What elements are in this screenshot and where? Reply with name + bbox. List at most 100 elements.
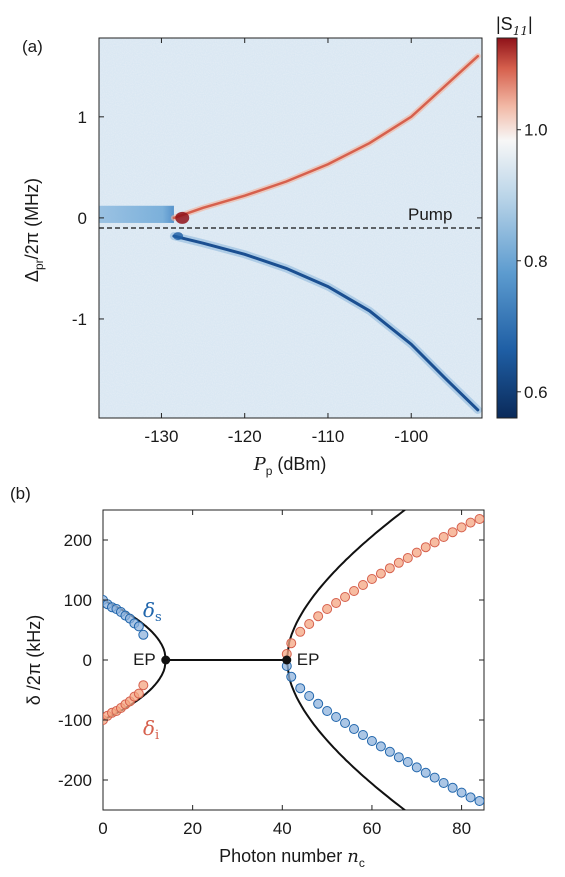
data-point-i xyxy=(313,611,324,622)
ep-markers: EP EP xyxy=(133,650,319,669)
data-point-i xyxy=(286,638,297,649)
data-point-s xyxy=(286,671,297,682)
data-point-i xyxy=(133,688,144,699)
colorbar-ticks: 1.0 0.8 0.6 xyxy=(517,121,548,402)
y-tick-label: 1 xyxy=(78,108,87,127)
ep-point xyxy=(161,655,171,665)
ep-label: EP xyxy=(133,650,156,669)
panel-a-heatmap: -130 -120 -110 -100 1 0 -1 Pp (dBm) Δpr/2π (MHz)… xyxy=(22,37,483,478)
data-point-i xyxy=(349,586,360,596)
y-tick-label: -1 xyxy=(72,310,87,329)
data-point-i xyxy=(474,514,484,524)
data-point-s xyxy=(438,778,449,788)
data-point-s xyxy=(313,698,324,709)
y-tick-label: -100 xyxy=(58,711,92,730)
ep-point xyxy=(282,655,292,665)
data-point-i xyxy=(384,563,395,574)
data-point-i xyxy=(411,547,422,558)
low-power-band xyxy=(99,205,174,223)
data-point-i xyxy=(447,527,458,538)
data-point-s xyxy=(384,746,395,757)
x-tick-label: 80 xyxy=(452,819,471,838)
lower-branch-onset xyxy=(173,232,184,241)
lower-branch xyxy=(172,234,480,412)
data-point-s xyxy=(340,718,351,728)
data-point-i xyxy=(331,598,342,608)
data-point-i xyxy=(438,532,449,542)
data-point-i xyxy=(322,604,333,614)
colorbar-label: |S11| xyxy=(496,14,533,38)
data-point-i xyxy=(420,542,431,553)
colorbar-tick-label: 0.6 xyxy=(524,383,548,402)
data-point-i xyxy=(429,537,440,548)
y-tick-label: 0 xyxy=(78,209,87,228)
panel-b-frame xyxy=(102,509,485,811)
data-point-i xyxy=(465,517,476,528)
x-tick-label: -110 xyxy=(312,427,345,446)
x-tick-label: 40 xyxy=(273,819,292,838)
data-point-s xyxy=(393,752,404,763)
y-axis-title: δ /2π (kHz) xyxy=(24,615,44,705)
theory-curve-3 xyxy=(285,659,407,810)
data-point-s xyxy=(456,787,467,798)
panel-a-label: (a) xyxy=(22,37,43,56)
panel-b-plot xyxy=(103,510,484,810)
colorbar: |S11| 1.0 0.8 0.6 xyxy=(496,14,548,419)
pump-label: Pump xyxy=(408,205,452,224)
y-tick-label: 200 xyxy=(64,531,92,550)
upper-branch-onset xyxy=(175,211,190,224)
ep-label: EP xyxy=(297,650,320,669)
y-axis-title: Δpr/2π (MHz) xyxy=(22,178,46,282)
data-point-s xyxy=(331,712,342,722)
colorbar-tick-label: 1.0 xyxy=(524,121,548,140)
data-point-s xyxy=(375,741,386,752)
data-point-i xyxy=(357,580,368,590)
colorbar-gradient xyxy=(496,37,518,419)
x-tick-label: -130 xyxy=(144,427,178,446)
data-point-s xyxy=(349,724,360,734)
x-tick-label: -120 xyxy=(228,427,262,446)
data-point-s xyxy=(138,629,149,640)
data-point-i xyxy=(295,626,306,637)
x-tick-label: 60 xyxy=(362,819,381,838)
panel-a-axes: -130 -120 -110 -100 1 0 -1 Pp (dBm) Δpr/2π (MHz) xyxy=(22,38,482,478)
data-point-s xyxy=(304,691,315,701)
y-tick-label: 0 xyxy=(83,651,92,670)
data-point-i xyxy=(340,592,351,602)
upper-branch xyxy=(172,54,480,220)
data-point-s xyxy=(465,792,476,803)
series-label-i: δi xyxy=(143,716,159,743)
data-point-s xyxy=(474,796,484,806)
data-point-s xyxy=(447,782,458,793)
x-tick-label: 0 xyxy=(98,819,107,838)
heatmap-features xyxy=(99,53,482,414)
data-point-i xyxy=(393,557,404,568)
panel-b-axes: 0 20 40 60 80 200 100 0 -100 -200 Photon number nc… xyxy=(24,510,484,870)
data-point-i xyxy=(304,619,315,629)
data-point-s xyxy=(357,730,368,740)
data-point-s xyxy=(411,762,422,773)
y-tick-label: -200 xyxy=(58,771,92,790)
data-point-s xyxy=(402,757,413,767)
panel-a-frame xyxy=(98,37,483,419)
data-point-s xyxy=(429,772,440,783)
data-point-s xyxy=(322,706,333,716)
y-tick-label: 100 xyxy=(64,591,92,610)
data-point-i xyxy=(375,568,386,579)
x-tick-label: -100 xyxy=(394,427,428,446)
panel-b-scatter: EP EP 0 20 40 60 80 200 100 0 -100 -200 Photon numb… xyxy=(24,509,485,870)
colorbar-tick-label: 0.8 xyxy=(524,252,548,271)
series-label-s: δs xyxy=(143,598,162,625)
data-point-i xyxy=(366,574,377,584)
x-axis-title: Pp (dBm) xyxy=(253,454,327,478)
data-point-s xyxy=(420,767,431,778)
data-point-s xyxy=(295,683,306,694)
data-point-s xyxy=(366,736,377,746)
panel-b-label: (b) xyxy=(10,484,31,503)
data-point-s xyxy=(133,621,144,632)
x-axis-title: Photon number nc xyxy=(219,846,365,870)
x-tick-label: 20 xyxy=(183,819,202,838)
theory-curve-2 xyxy=(285,510,407,661)
data-point-i xyxy=(402,553,413,563)
